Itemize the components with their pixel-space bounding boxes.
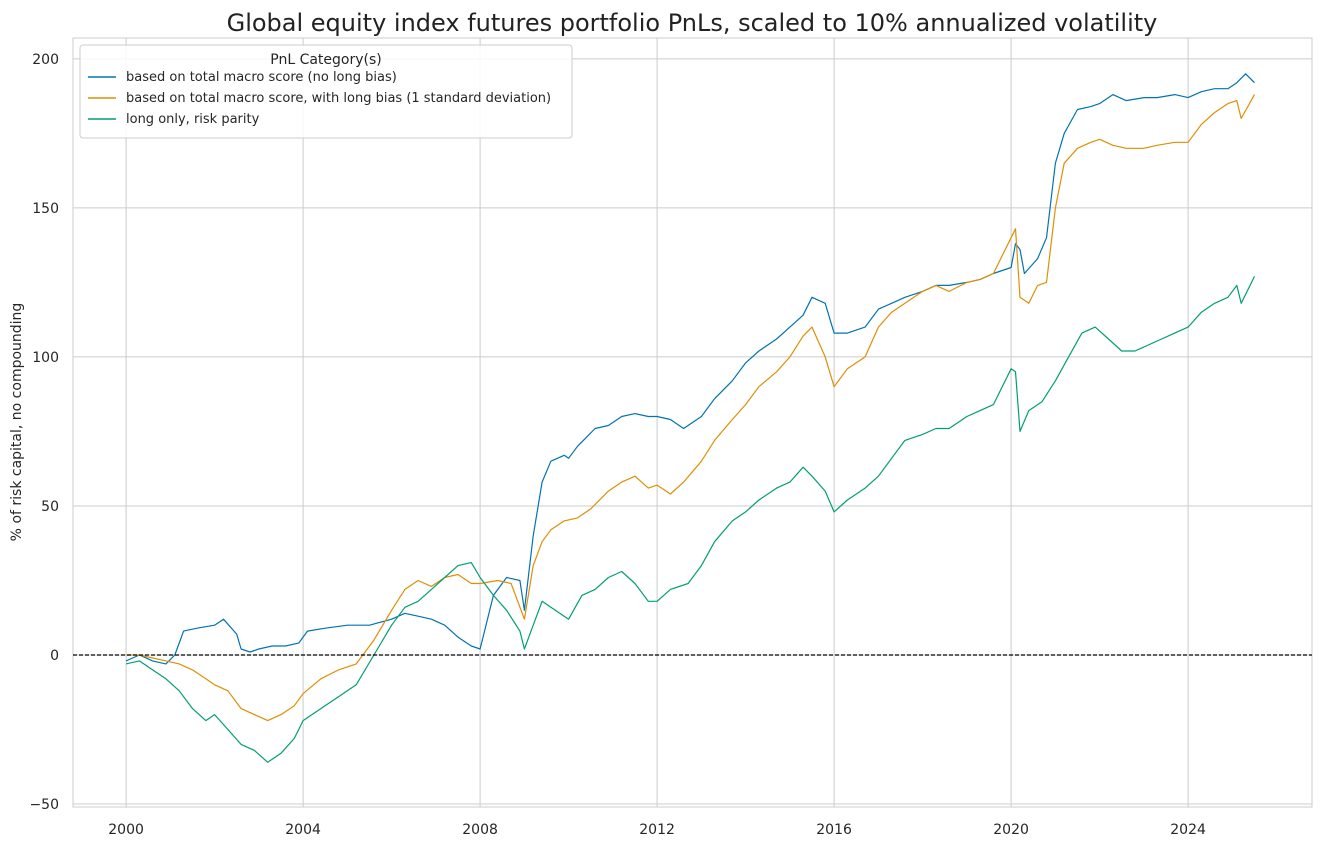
legend-label-1: based on total macro score (no long bias… xyxy=(126,70,397,85)
legend-label-2: based on total macro score, with long bi… xyxy=(126,91,551,106)
legend: PnL Category(s) based on total macro sco… xyxy=(79,44,573,139)
y-tick-label: 100 xyxy=(32,350,59,366)
x-tick-label: 2016 xyxy=(816,822,852,838)
x-tick-label: 2024 xyxy=(1170,822,1206,838)
y-tick-label: 150 xyxy=(32,201,59,217)
x-tick-label: 2008 xyxy=(462,822,498,838)
x-tick-label: 2000 xyxy=(108,822,144,838)
y-tick-label: −50 xyxy=(29,797,59,813)
series-lines xyxy=(125,73,1256,763)
series-line-2 xyxy=(126,94,1256,722)
x-tick-label: 2020 xyxy=(993,822,1029,838)
y-tick-label: 0 xyxy=(50,648,59,664)
legend-title: PnL Category(s) xyxy=(270,52,382,68)
y-axis-label: % of risk capital, no compounding xyxy=(9,303,25,542)
y-tick-labels: −50 0 50 100 150 200 xyxy=(29,52,59,813)
x-tick-label: 2012 xyxy=(639,822,675,838)
legend-box xyxy=(79,44,573,139)
y-tick-label: 200 xyxy=(32,52,59,68)
x-tick-labels: 2000 2004 2008 2012 2016 2020 2024 xyxy=(108,822,1206,838)
x-tick-label: 2004 xyxy=(285,822,321,838)
chart-title: Global equity index futures portfolio Pn… xyxy=(227,9,1158,37)
legend-label-3: long only, risk parity xyxy=(126,112,260,127)
legend-entries: based on total macro score (no long bias… xyxy=(88,70,551,127)
series-line-1 xyxy=(125,73,1255,665)
series-line-3 xyxy=(125,276,1256,763)
y-tick-label: 50 xyxy=(41,499,59,515)
